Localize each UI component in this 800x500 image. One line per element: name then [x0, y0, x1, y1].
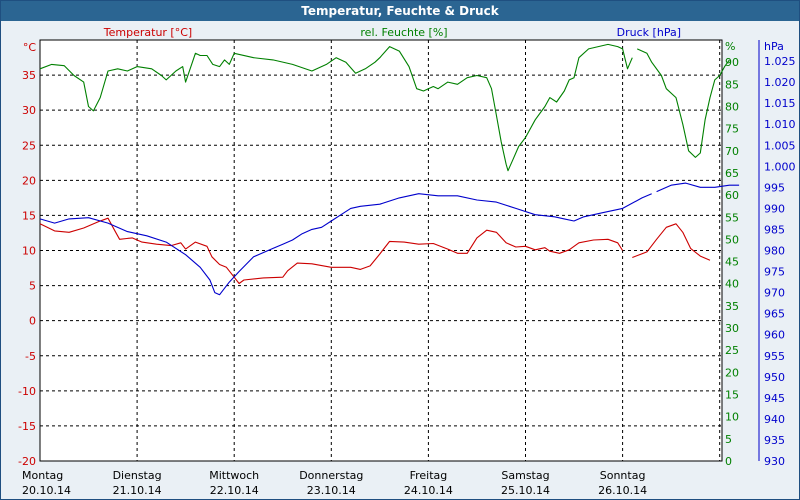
- humidity-tick-label: 20: [725, 366, 739, 379]
- x-tick-date: 23.10.14: [307, 484, 356, 497]
- plot-border: [39, 39, 723, 462]
- pressure-tick-label: 940: [764, 413, 785, 426]
- temperature-tick-label: 35: [22, 69, 36, 82]
- x-tick-date: 24.10.14: [404, 484, 453, 497]
- pressure-tick-label: 995: [764, 181, 785, 194]
- humidity-tick-label: 50: [725, 233, 739, 246]
- x-tick-day: Donnerstag: [299, 469, 363, 482]
- legend-temperature: Temperatur [°C]: [103, 26, 192, 39]
- x-tick-day: Samstag: [501, 469, 549, 482]
- pressure-tick-label: 975: [764, 266, 785, 279]
- pressure-tick-label: 980: [764, 245, 785, 258]
- x-tick-day: Montag: [22, 469, 63, 482]
- x-tick-date: 20.10.14: [22, 484, 71, 497]
- temperature-tick-label: 15: [22, 209, 36, 222]
- humidity-tick-label: 45: [725, 256, 739, 269]
- series-lines: [39, 43, 740, 296]
- temperature-tick-label: -20: [18, 455, 36, 468]
- humidity-tick-label: 25: [725, 344, 739, 357]
- humidity-tick-label: 70: [725, 145, 739, 158]
- pressure-tick-label: 935: [764, 434, 785, 447]
- humidity-tick-label: 30: [725, 322, 739, 335]
- axes: °C35302520151050-5-10-15-20%908580757065…: [18, 26, 795, 497]
- x-tick-day: Mittwoch: [209, 469, 259, 482]
- pressure-tick-label: 1.015: [764, 97, 796, 110]
- x-tick-date: 25.10.14: [501, 484, 550, 497]
- temperature-tick-label: 5: [29, 280, 36, 293]
- pressure-tick-label: 1.005: [764, 139, 796, 152]
- temperature-series-line: [39, 217, 624, 285]
- pressure-tick-label: 930: [764, 455, 785, 468]
- pressure-tick-label: 945: [764, 392, 785, 405]
- x-tick-day: Sonntag: [600, 469, 646, 482]
- humidity-tick-label: 10: [725, 411, 739, 424]
- temperature-tick-label: 20: [22, 174, 36, 187]
- humidity-tick-label: 80: [725, 100, 739, 113]
- temperature-tick-label: 0: [29, 315, 36, 328]
- chart-title: Temperatur, Feuchte & Druck: [1, 1, 799, 21]
- humidity-tick-label: 75: [725, 123, 739, 136]
- humidity-tick-label: 90: [725, 56, 739, 69]
- pressure-tick-label: 950: [764, 371, 785, 384]
- temperature-tick-label: -15: [18, 420, 36, 433]
- temperature-unit: °C: [23, 41, 37, 54]
- legend-pressure: Druck [hPa]: [617, 26, 681, 39]
- pressure-tick-label: 1.000: [764, 160, 796, 173]
- x-tick-day: Dienstag: [113, 469, 162, 482]
- humidity-tick-label: 85: [725, 78, 739, 91]
- humidity-tick-label: 35: [725, 300, 739, 313]
- humidity-series-line: [39, 43, 633, 172]
- x-tick-date: 26.10.14: [598, 484, 647, 497]
- pressure-tick-label: 1.025: [764, 55, 796, 68]
- pressure-tick-label: 955: [764, 350, 785, 363]
- humidity-tick-label: 15: [725, 389, 739, 402]
- temperature-tick-label: -10: [18, 385, 36, 398]
- temperature-series-line: [632, 223, 711, 261]
- temperature-tick-label: 30: [22, 104, 36, 117]
- pressure-tick-label: 1.020: [764, 76, 796, 89]
- temperature-tick-label: 10: [22, 245, 36, 258]
- x-tick-date: 22.10.14: [210, 484, 259, 497]
- pressure-unit: hPa: [764, 40, 784, 53]
- pressure-tick-label: 985: [764, 223, 785, 236]
- temperature-tick-label: -5: [25, 350, 36, 363]
- x-tick-date: 21.10.14: [113, 484, 162, 497]
- legend-humidity: rel. Feuchte [%]: [360, 26, 447, 39]
- x-tick-day: Freitag: [410, 469, 448, 482]
- pressure-tick-label: 965: [764, 308, 785, 321]
- humidity-unit: %: [725, 40, 735, 53]
- pressure-tick-label: 960: [764, 329, 785, 342]
- grid: [39, 39, 723, 462]
- humidity-tick-label: 40: [725, 278, 739, 291]
- pressure-series-line: [39, 193, 652, 296]
- pressure-tick-label: 1.010: [764, 118, 796, 131]
- pressure-series-line: [656, 182, 740, 193]
- pressure-tick-label: 970: [764, 287, 785, 300]
- humidity-tick-label: 0: [725, 455, 732, 468]
- humidity-tick-label: 5: [725, 433, 732, 446]
- humidity-tick-label: 65: [725, 167, 739, 180]
- pressure-tick-label: 990: [764, 202, 785, 215]
- humidity-series-line: [636, 48, 730, 158]
- plot-area: [40, 40, 722, 461]
- temperature-tick-label: 25: [22, 139, 36, 152]
- humidity-tick-label: 55: [725, 211, 739, 224]
- humidity-tick-label: 60: [725, 189, 739, 202]
